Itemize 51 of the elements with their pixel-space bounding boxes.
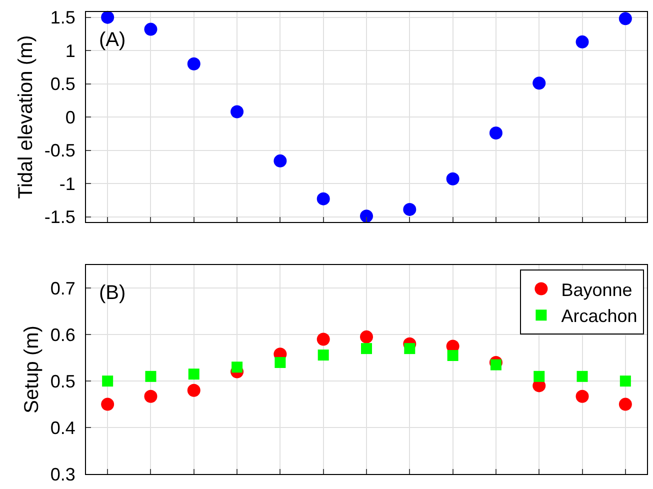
point (446, 172, 460, 186)
y-axis-title: Setup (m) (20, 326, 43, 414)
y-tick-label: 0.7 (50, 278, 76, 298)
point (187, 57, 200, 70)
point (188, 368, 200, 380)
point (316, 192, 330, 206)
point (404, 343, 416, 354)
legend-label: Bayonne (561, 280, 632, 300)
point (361, 343, 372, 354)
point (101, 10, 114, 24)
y-tick-label: -1 (59, 174, 76, 194)
y-tick-label: 0.5 (50, 74, 76, 94)
point (144, 390, 158, 403)
point (489, 126, 502, 140)
legend-label: Arcachon (561, 306, 638, 326)
y-tick-label: 0.4 (50, 418, 76, 438)
y-tick-label: 0.5 (50, 371, 76, 392)
point (576, 35, 589, 48)
point (620, 376, 631, 387)
point (618, 12, 632, 26)
point (274, 356, 286, 368)
point (447, 350, 458, 362)
point (403, 202, 416, 216)
y-tick-label: 0 (65, 107, 76, 128)
point (532, 76, 546, 90)
annotation: (A) (99, 29, 126, 51)
point (490, 359, 502, 370)
point (102, 376, 114, 387)
point (101, 398, 114, 411)
point (230, 105, 244, 118)
y-tick-label: -0.5 (44, 140, 76, 161)
point (318, 350, 329, 361)
y-tick-label: 0.3 (50, 464, 76, 484)
point (360, 210, 373, 223)
point (576, 370, 588, 382)
point (144, 22, 158, 36)
point (576, 390, 589, 403)
point (232, 362, 243, 373)
point (534, 370, 545, 382)
point (187, 384, 200, 397)
point (316, 332, 330, 346)
point (360, 330, 373, 344)
y-tick-label: 0.6 (50, 324, 76, 345)
point (145, 370, 156, 382)
annotation: (B) (99, 282, 126, 304)
y-tick-label: -1.5 (44, 207, 76, 228)
point (274, 154, 287, 168)
y-tick-label: 1 (65, 40, 76, 61)
y-axis-title: Tidal elevation (m) (14, 35, 37, 199)
point (618, 398, 632, 411)
y-tick-label: 1.5 (50, 8, 76, 28)
